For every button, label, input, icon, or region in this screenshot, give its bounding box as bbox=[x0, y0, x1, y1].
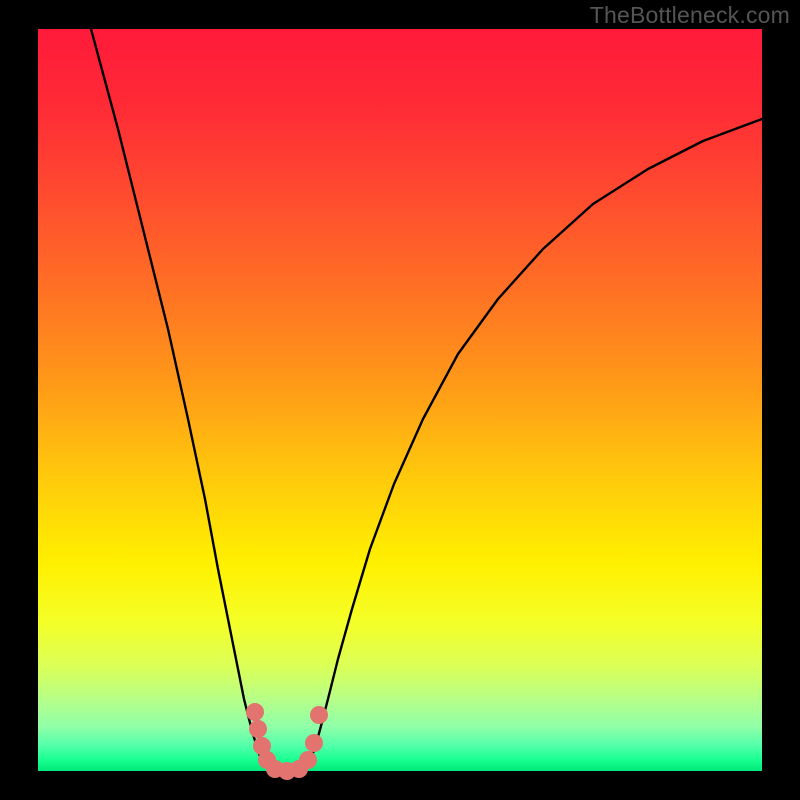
marker-point bbox=[299, 751, 317, 769]
marker-point bbox=[310, 706, 328, 724]
plot-background bbox=[38, 29, 762, 771]
bottleneck-chart bbox=[0, 0, 800, 800]
marker-point bbox=[249, 720, 267, 738]
marker-point bbox=[305, 734, 323, 752]
marker-point bbox=[246, 703, 264, 721]
watermark-text: TheBottleneck.com bbox=[590, 2, 790, 29]
